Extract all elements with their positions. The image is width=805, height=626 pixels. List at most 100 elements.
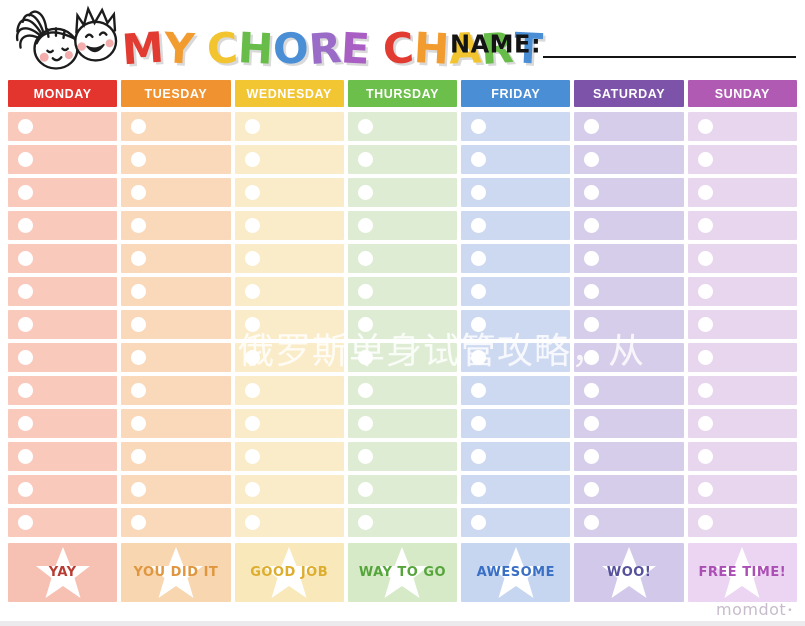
chore-checkbox-dot[interactable] <box>244 383 260 398</box>
chore-checkbox-dot[interactable] <box>471 383 487 398</box>
chore-row <box>8 112 118 141</box>
chore-checkbox-dot[interactable] <box>18 350 33 365</box>
chore-checkbox-dot[interactable] <box>471 449 487 464</box>
chore-row <box>234 112 344 141</box>
chore-checkbox-dot[interactable] <box>357 284 373 299</box>
chore-checkbox-dot[interactable] <box>131 284 147 299</box>
chore-checkbox-dot[interactable] <box>131 152 147 167</box>
chore-checkbox-dot[interactable] <box>471 350 487 365</box>
chore-checkbox-dot[interactable] <box>584 185 600 200</box>
chore-checkbox-dot[interactable] <box>584 416 600 431</box>
chore-checkbox-dot[interactable] <box>244 284 260 299</box>
chore-checkbox-dot[interactable] <box>244 251 260 266</box>
chore-checkbox-dot[interactable] <box>357 350 373 365</box>
chore-checkbox-dot[interactable] <box>697 251 713 266</box>
chore-checkbox-dot[interactable] <box>357 251 373 266</box>
chore-checkbox-dot[interactable] <box>18 383 33 398</box>
chore-checkbox-dot[interactable] <box>697 185 713 200</box>
chore-checkbox-dot[interactable] <box>584 251 600 266</box>
chore-checkbox-dot[interactable] <box>357 482 373 497</box>
chore-checkbox-dot[interactable] <box>18 119 33 134</box>
name-input-line[interactable] <box>543 30 796 58</box>
chore-checkbox-dot[interactable] <box>131 449 147 464</box>
chore-row <box>461 442 571 471</box>
chore-checkbox-dot[interactable] <box>697 350 713 365</box>
chore-checkbox-dot[interactable] <box>584 515 600 530</box>
chore-checkbox-dot[interactable] <box>697 416 713 431</box>
chore-checkbox-dot[interactable] <box>18 449 33 464</box>
chore-checkbox-dot[interactable] <box>131 383 147 398</box>
chore-checkbox-dot[interactable] <box>18 317 33 332</box>
chore-checkbox-dot[interactable] <box>357 317 373 332</box>
chore-checkbox-dot[interactable] <box>584 383 600 398</box>
chore-checkbox-dot[interactable] <box>244 152 260 167</box>
chore-checkbox-dot[interactable] <box>584 449 600 464</box>
chore-checkbox-dot[interactable] <box>18 416 33 431</box>
chore-checkbox-dot[interactable] <box>131 185 147 200</box>
chore-checkbox-dot[interactable] <box>244 119 260 134</box>
chore-checkbox-dot[interactable] <box>471 185 487 200</box>
reward-label: WOO! <box>606 565 652 580</box>
chore-checkbox-dot[interactable] <box>357 152 373 167</box>
chore-checkbox-dot[interactable] <box>584 284 600 299</box>
chore-checkbox-dot[interactable] <box>697 449 713 464</box>
chore-checkbox-dot[interactable] <box>131 119 147 134</box>
chore-checkbox-dot[interactable] <box>18 251 33 266</box>
chore-checkbox-dot[interactable] <box>18 152 33 167</box>
chore-checkbox-dot[interactable] <box>357 449 373 464</box>
chore-checkbox-dot[interactable] <box>244 218 260 233</box>
chore-checkbox-dot[interactable] <box>471 416 487 431</box>
chore-row <box>234 277 344 306</box>
chore-checkbox-dot[interactable] <box>131 317 147 332</box>
chore-checkbox-dot[interactable] <box>697 218 713 233</box>
chore-checkbox-dot[interactable] <box>131 218 147 233</box>
chore-checkbox-dot[interactable] <box>18 482 33 497</box>
chore-checkbox-dot[interactable] <box>244 350 260 365</box>
chore-checkbox-dot[interactable] <box>18 284 33 299</box>
chore-checkbox-dot[interactable] <box>357 218 373 233</box>
chore-checkbox-dot[interactable] <box>471 482 487 497</box>
chore-checkbox-dot[interactable] <box>584 119 600 134</box>
chore-checkbox-dot[interactable] <box>471 251 487 266</box>
chore-checkbox-dot[interactable] <box>357 185 373 200</box>
chore-checkbox-dot[interactable] <box>471 152 487 167</box>
chore-checkbox-dot[interactable] <box>584 482 600 497</box>
chore-checkbox-dot[interactable] <box>584 218 600 233</box>
chore-checkbox-dot[interactable] <box>131 416 147 431</box>
day-column-monday: MONDAY YAY <box>8 80 118 602</box>
chore-checkbox-dot[interactable] <box>131 251 147 266</box>
chore-checkbox-dot[interactable] <box>697 383 713 398</box>
chore-checkbox-dot[interactable] <box>244 482 260 497</box>
chore-checkbox-dot[interactable] <box>471 284 487 299</box>
chore-checkbox-dot[interactable] <box>357 515 373 530</box>
chore-checkbox-dot[interactable] <box>471 218 487 233</box>
chore-checkbox-dot[interactable] <box>584 350 600 365</box>
chore-checkbox-dot[interactable] <box>697 284 713 299</box>
chore-row <box>574 442 684 471</box>
chore-checkbox-dot[interactable] <box>471 515 487 530</box>
chore-checkbox-dot[interactable] <box>584 152 600 167</box>
chore-checkbox-dot[interactable] <box>357 416 373 431</box>
chore-checkbox-dot[interactable] <box>131 482 147 497</box>
chore-checkbox-dot[interactable] <box>584 317 600 332</box>
chore-checkbox-dot[interactable] <box>697 482 713 497</box>
chore-checkbox-dot[interactable] <box>244 185 260 200</box>
chore-checkbox-dot[interactable] <box>357 383 373 398</box>
chore-checkbox-dot[interactable] <box>697 152 713 167</box>
chore-checkbox-dot[interactable] <box>697 317 713 332</box>
chore-checkbox-dot[interactable] <box>244 449 260 464</box>
chore-checkbox-dot[interactable] <box>18 185 33 200</box>
chore-checkbox-dot[interactable] <box>18 218 33 233</box>
chore-checkbox-dot[interactable] <box>131 350 147 365</box>
chore-checkbox-dot[interactable] <box>471 317 487 332</box>
chore-checkbox-dot[interactable] <box>244 317 260 332</box>
chore-checkbox-dot[interactable] <box>244 515 260 530</box>
chore-checkbox-dot[interactable] <box>471 119 487 134</box>
chore-checkbox-dot[interactable] <box>131 515 147 530</box>
chore-checkbox-dot[interactable] <box>18 515 33 530</box>
chore-checkbox-dot[interactable] <box>697 515 713 530</box>
chore-checkbox-dot[interactable] <box>357 119 373 134</box>
day-header-monday: MONDAY <box>8 80 118 107</box>
chore-checkbox-dot[interactable] <box>244 416 260 431</box>
chore-checkbox-dot[interactable] <box>697 119 713 134</box>
